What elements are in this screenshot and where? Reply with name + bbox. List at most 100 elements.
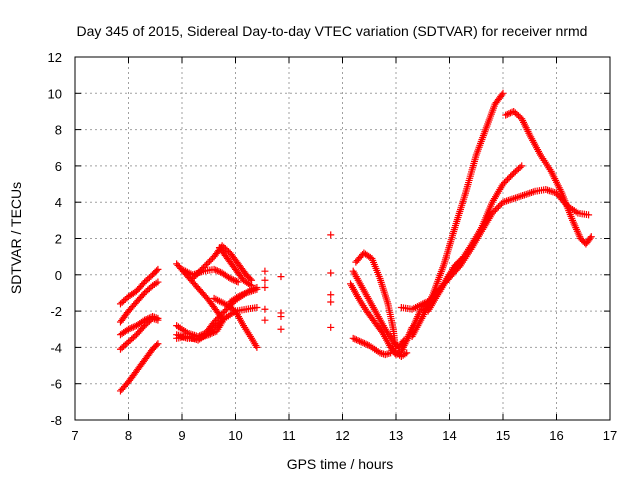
data-point-arc-h: [206, 257, 214, 265]
data-point-arc-g: [231, 277, 239, 285]
data-point-arc-t: [488, 209, 496, 217]
data-point-arc-h: [190, 273, 198, 281]
data-points: [116, 89, 595, 395]
data-point-arc-o: [356, 337, 364, 345]
data-point-arc-a: [153, 267, 161, 275]
data-point-arc-o: [359, 339, 367, 347]
x-tick-label: 16: [549, 428, 563, 443]
y-tick-label: 12: [48, 50, 62, 65]
x-tick-label: 8: [125, 428, 132, 443]
chart-title: Day 345 of 2015, Sidereal Day-to-day VTE…: [77, 23, 588, 39]
data-point-arc-v: [501, 178, 509, 186]
data-point-arc-h: [199, 264, 207, 272]
data-point-scatter-10-5: [277, 325, 285, 333]
data-point-arc-t: [496, 201, 504, 209]
data-point-arc-d: [131, 332, 139, 340]
data-point-arc-n: [236, 292, 244, 300]
data-point-arc-g: [215, 268, 223, 276]
data-point-arc-t: [524, 190, 532, 198]
data-point-scatter-10-5: [277, 313, 285, 321]
data-point-arc-v: [499, 180, 507, 188]
data-point-arc-v: [508, 171, 516, 179]
x-axis-ticks: 7 8 9 10 11 12 13 14 15 16 17: [71, 57, 617, 443]
data-point-arc-v: [505, 174, 513, 182]
y-tick-label: 4: [55, 195, 62, 210]
data-point-arc-r: [403, 349, 411, 357]
data-point-arc-t: [506, 196, 514, 204]
data-point-scatter-10-5: [261, 267, 269, 275]
data-point-arc-n: [253, 284, 261, 292]
data-point-arc-l: [197, 331, 205, 339]
data-point-arc-h: [202, 260, 210, 268]
data-point-arc-o: [354, 337, 362, 345]
x-tick-label: 14: [442, 428, 456, 443]
data-point-arc-l: [216, 312, 224, 320]
data-point-scatter-11-8: [327, 323, 335, 331]
data-point-arc-a: [139, 280, 147, 288]
data-point-arc-t: [585, 211, 593, 219]
data-point-arc-g: [233, 277, 241, 285]
x-tick-label: 7: [71, 428, 78, 443]
data-point-arc-w: [587, 233, 595, 241]
data-point-arc-v: [507, 172, 515, 180]
data-point-arc-h: [192, 271, 200, 279]
data-point-arc-w: [586, 234, 594, 242]
data-point-scatter-11-8: [327, 269, 335, 277]
x-tick-label: 11: [282, 428, 296, 443]
data-point-arc-g: [234, 278, 242, 286]
y-tick-label: 0: [55, 268, 62, 283]
data-point-arc-d: [154, 316, 162, 324]
data-point-arc-l: [219, 309, 227, 317]
data-point-arc-e: [153, 341, 161, 349]
data-point-arc-h: [196, 267, 204, 275]
data-point-arc-c: [126, 325, 134, 333]
data-point-arc-l: [218, 310, 226, 318]
data-point-arc-h: [204, 259, 212, 267]
data-point-scatter-10-5: [261, 284, 269, 292]
data-point-arc-g: [228, 275, 236, 283]
data-point-arc-l: [221, 307, 229, 315]
data-point-scatter-11-8: [327, 291, 335, 299]
data-point-arc-o: [352, 336, 360, 344]
data-point-arc-o: [360, 339, 368, 347]
data-point-arc-o: [383, 350, 391, 358]
data-point-arc-o: [357, 338, 365, 346]
data-point-arc-c: [125, 325, 132, 333]
data-point-scatter-10-5: [261, 305, 269, 313]
data-point-arc-m: [253, 343, 261, 351]
x-tick-label: 15: [496, 428, 510, 443]
data-point-arc-u: [499, 89, 507, 97]
data-point-arc-n: [234, 293, 242, 301]
data-point-arc-t: [515, 193, 523, 201]
data-point-arc-g: [226, 274, 234, 282]
data-point-arc-h: [207, 256, 215, 264]
data-point-arc-v: [504, 175, 512, 183]
data-point-scatter-11-8: [327, 298, 335, 306]
y-axis-label: SDTVAR / TECUs: [8, 182, 24, 294]
data-point-arc-a: [154, 265, 162, 273]
x-tick-label: 13: [389, 428, 403, 443]
data-point-arc-n: [239, 290, 247, 298]
y-tick-label: 6: [55, 159, 62, 174]
data-point-arc-t: [513, 193, 521, 201]
data-point-arc-w: [505, 110, 513, 118]
data-point-arc-t: [504, 196, 512, 204]
data-point-arc-h: [198, 265, 206, 273]
data-point-scatter-10-5: [261, 276, 269, 284]
y-tick-label: -6: [50, 377, 62, 392]
data-point-arc-l: [196, 332, 204, 340]
data-point-arc-v: [518, 162, 526, 170]
data-point-arc-h: [195, 268, 203, 276]
data-point-arc-t: [510, 195, 518, 203]
data-point-arc-t: [519, 192, 527, 200]
data-point-arc-h: [193, 270, 201, 278]
y-tick-label: -4: [50, 340, 62, 355]
data-point-arc-g: [210, 265, 218, 273]
x-axis-label: GPS time / hours: [287, 456, 394, 472]
y-axis-ticks: -8 -6 -4 -2 0 2 4 6 8 10 12: [48, 50, 610, 428]
data-point-arc-o: [362, 340, 370, 348]
data-point-arc-t: [529, 188, 537, 196]
y-tick-label: 8: [55, 123, 62, 138]
y-tick-label: 2: [55, 232, 62, 247]
